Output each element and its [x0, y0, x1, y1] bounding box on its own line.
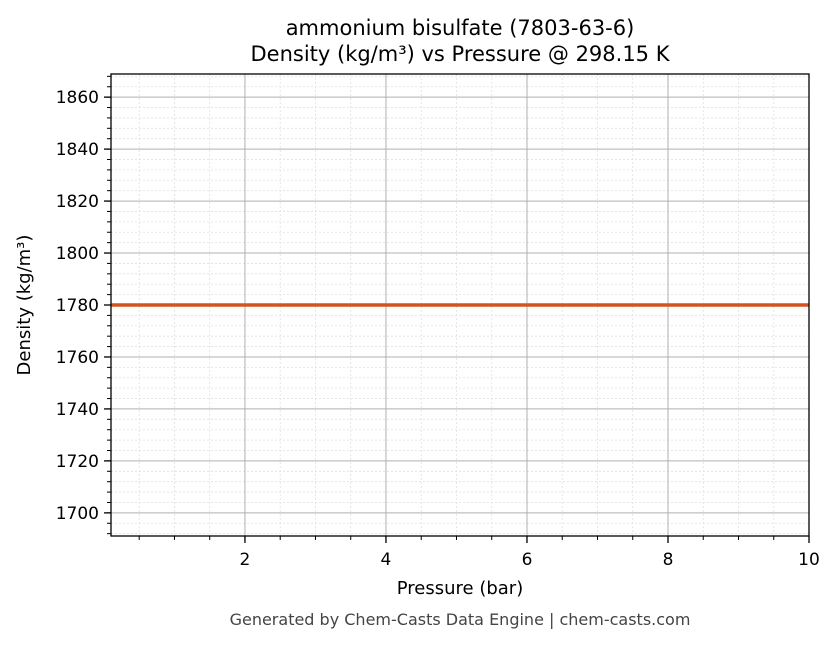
x-tick-label: 10	[798, 550, 820, 570]
x-axis-label: Pressure (bar)	[397, 578, 523, 599]
y-tick-label: 1740	[56, 400, 99, 420]
y-tick-label: 1840	[56, 140, 99, 160]
footer-credit: Generated by Chem-Casts Data Engine | ch…	[230, 610, 691, 629]
x-tick-label: 8	[663, 550, 674, 570]
y-tick-label: 1720	[56, 452, 99, 472]
y-tick-label: 1780	[56, 296, 99, 316]
x-tick-label: 2	[240, 550, 251, 570]
x-tick-label: 4	[381, 550, 392, 570]
y-tick-label: 1700	[56, 504, 99, 524]
y-tick-label: 1800	[56, 244, 99, 264]
ticks: 2 4 6 8 10 1700 1720 1740 1760 1780 1800 1820 1840 18…	[56, 75, 820, 570]
chart-title-line1: ammonium bisulfate (7803-63-6)	[286, 16, 635, 40]
y-axis-label: Density (kg/m³)	[14, 235, 35, 376]
y-tick-label: 1820	[56, 192, 99, 212]
x-tick-label: 6	[522, 550, 533, 570]
y-tick-label: 1860	[56, 88, 99, 108]
y-tick-label: 1760	[56, 348, 99, 368]
chart-title-line2: Density (kg/m³) vs Pressure @ 298.15 K	[250, 42, 670, 66]
